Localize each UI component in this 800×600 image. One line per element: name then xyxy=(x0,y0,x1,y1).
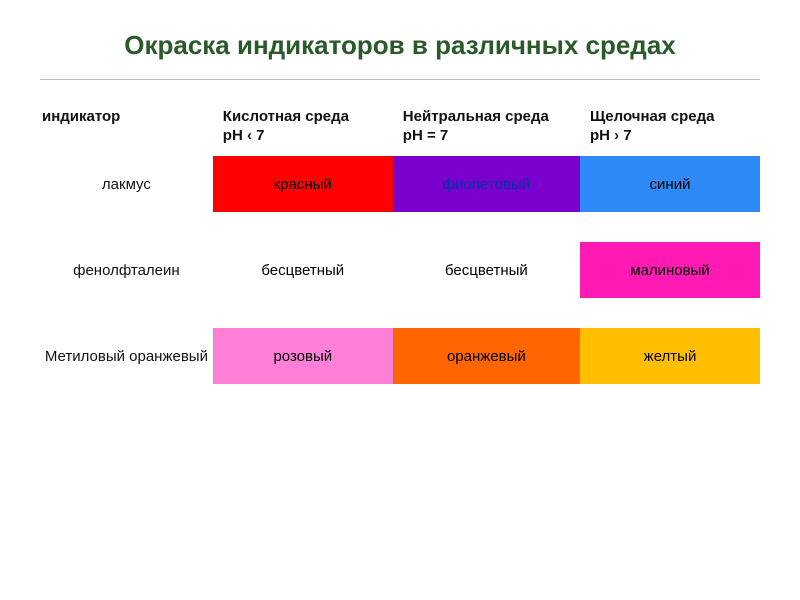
spacer-cell xyxy=(40,212,213,242)
spacer-cell xyxy=(213,212,393,242)
col-acid: Кислотная среда pH ‹ 7 xyxy=(213,108,393,156)
table-row: Метиловый оранжевыйрозовыйоранжевыйжелты… xyxy=(40,328,760,384)
col-neutral-label: Нейтральная среда xyxy=(403,108,549,125)
color-cell: желтый xyxy=(580,328,760,384)
col-indicator-label: индикатор xyxy=(42,108,120,125)
color-cell: оранжевый xyxy=(393,328,580,384)
color-cell: бесцветный xyxy=(393,242,580,298)
spacer-cell xyxy=(213,298,393,328)
col-indicator: индикатор xyxy=(40,108,213,156)
color-cell: фиолетовый xyxy=(393,156,580,212)
color-cell: малиновый xyxy=(580,242,760,298)
row-label: фенолфталеин xyxy=(40,242,213,298)
row-label: Метиловый оранжевый xyxy=(40,328,213,384)
spacer-row xyxy=(40,212,760,242)
spacer-cell xyxy=(40,298,213,328)
color-cell: синий xyxy=(580,156,760,212)
indicator-table: индикатор Кислотная среда pH ‹ 7 Нейтрал… xyxy=(40,108,760,384)
col-neutral: Нейтральная среда pH = 7 xyxy=(393,108,580,156)
spacer-cell xyxy=(580,298,760,328)
spacer-cell xyxy=(580,212,760,242)
col-basic: Щелочная среда pH › 7 xyxy=(580,108,760,156)
col-basic-label: Щелочная среда xyxy=(590,108,715,125)
col-acid-label: Кислотная среда xyxy=(223,108,349,125)
table-row: лакмускрасныйфиолетовыйсиний xyxy=(40,156,760,212)
row-label: лакмус xyxy=(40,156,213,212)
spacer-cell xyxy=(393,298,580,328)
spacer-row xyxy=(40,298,760,328)
spacer-cell xyxy=(393,212,580,242)
col-basic-sub: pH › 7 xyxy=(590,127,760,144)
col-acid-sub: pH ‹ 7 xyxy=(223,127,393,144)
color-cell: красный xyxy=(213,156,393,212)
color-cell: бесцветный xyxy=(213,242,393,298)
title-underline xyxy=(40,79,760,80)
page-title: Окраска индикаторов в различных средах xyxy=(40,30,760,79)
table-header-row: индикатор Кислотная среда pH ‹ 7 Нейтрал… xyxy=(40,108,760,156)
col-neutral-sub: pH = 7 xyxy=(403,127,580,144)
color-cell: розовый xyxy=(213,328,393,384)
table-row: фенолфталеинбесцветныйбесцветныймалиновы… xyxy=(40,242,760,298)
